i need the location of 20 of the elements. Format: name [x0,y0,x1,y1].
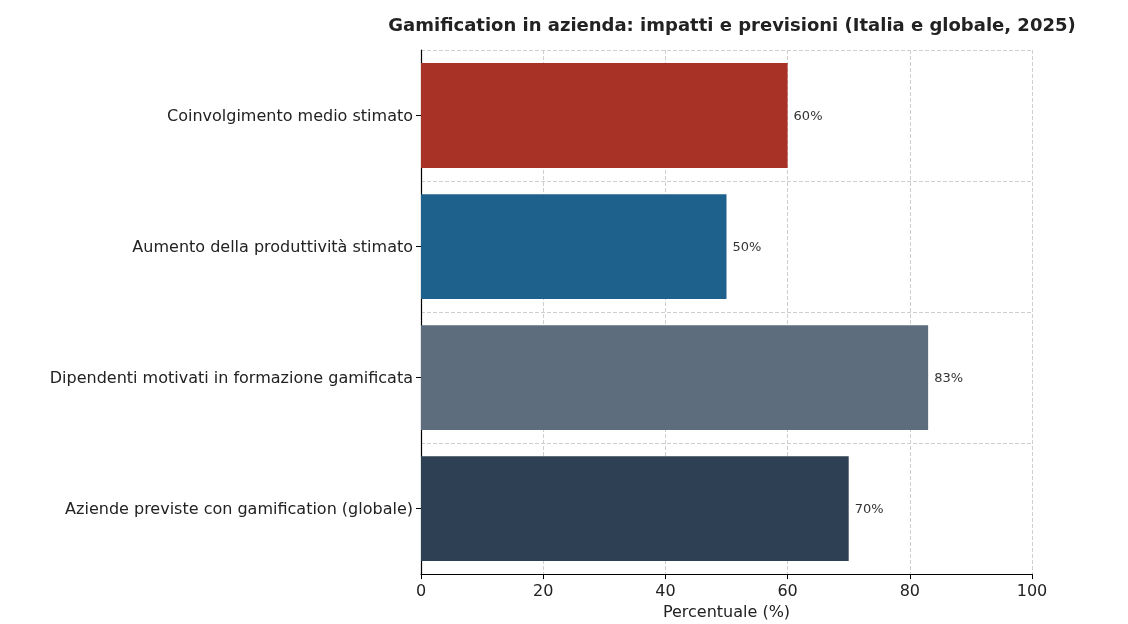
x-axis-title: Percentuale (%) [662,601,791,621]
bar [421,456,849,561]
data-label: 83% [934,370,964,386]
data-label: 70% [854,501,884,517]
bar [421,63,788,168]
y-tick-label: Dipendenti motivati in formazione gamificata [49,368,413,388]
x-tick-label: 80 [899,580,920,600]
y-tick-label: Coinvolgimento medio stimato [167,106,413,126]
x-tick-label: 0 [415,580,427,600]
x-tick-label: 40 [655,580,676,600]
bar [421,325,929,430]
y-tick-label: Aziende previste con gamification (globale) [65,499,413,519]
data-label: 60% [793,108,823,124]
bar [421,194,727,299]
x-tick-label: 60 [777,580,798,600]
x-tick-label: 100 [1016,580,1048,600]
data-label: 50% [732,239,762,255]
y-tick-label: Aumento della produttività stimato [132,237,413,257]
x-tick-label: 20 [533,580,554,600]
chart-title: Gamification in azienda: impatti e previsioni (Italia e globale, 2025) [388,13,1076,35]
